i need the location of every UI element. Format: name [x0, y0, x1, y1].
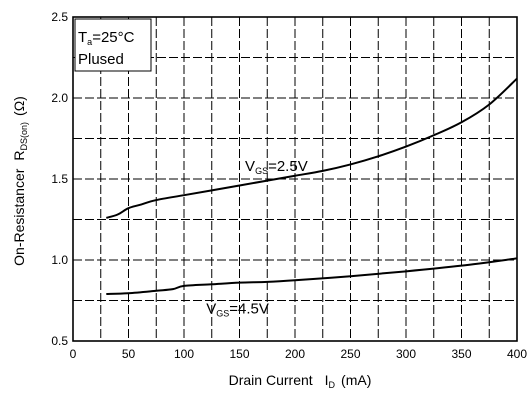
x-tick-labels: 0 50 100 150 200 250 300 350 400	[70, 347, 528, 361]
plot-frame	[72, 16, 518, 342]
series-line-0	[106, 77, 518, 219]
y-tick-label: 2.0	[51, 91, 68, 105]
y-axis-label: On-ResistancerRDS(on)(Ω)	[11, 96, 29, 266]
conditions-box-bg	[74, 18, 152, 72]
y-tick-label: 1.0	[51, 253, 68, 267]
y-tick-label: 0.5	[51, 334, 68, 348]
conditions-mode: Plused	[78, 51, 124, 68]
grid	[73, 17, 517, 341]
x-tick-label: 0	[70, 347, 77, 361]
x-tick-label: 50	[122, 347, 136, 361]
x-tick-label: 100	[174, 347, 194, 361]
x-tick-label: 400	[507, 347, 527, 361]
series-label-vgs-2-5v: VGS=2.5V	[245, 158, 308, 176]
x-tick-label: 300	[396, 347, 416, 361]
series-lines	[106, 77, 518, 296]
series-label-vgs-4-5v: VGS=4.5V	[206, 301, 269, 319]
x-tick-label: 350	[451, 347, 471, 361]
series-line-1	[106, 257, 518, 296]
x-tick-label: 200	[285, 347, 305, 361]
y-tick-label: 1.5	[51, 172, 68, 186]
conditions-temperature: Ta=25°C	[78, 29, 135, 47]
conditions-box: Ta=25°C Plused	[74, 18, 152, 72]
x-axis-label: Drain Current ID (mA)	[229, 372, 372, 390]
y-tick-labels: 0.5 1.0 1.5 2.0 2.5	[51, 10, 68, 348]
x-tick-label: 250	[340, 347, 360, 361]
x-tick-label: 150	[229, 347, 249, 361]
y-tick-label: 2.5	[51, 10, 68, 24]
